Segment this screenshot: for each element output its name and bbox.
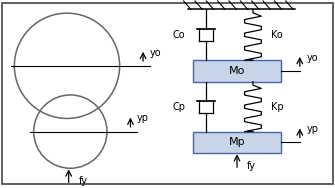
Text: Cp: Cp xyxy=(172,102,185,112)
Text: Mo: Mo xyxy=(229,66,245,76)
Text: Mp: Mp xyxy=(229,137,245,147)
Text: fy: fy xyxy=(79,176,88,186)
Text: yo: yo xyxy=(150,48,161,58)
Bar xyxy=(193,60,281,82)
Text: Co: Co xyxy=(173,30,185,40)
Text: yp: yp xyxy=(307,124,319,134)
Text: yp: yp xyxy=(137,113,149,124)
Text: Ko: Ko xyxy=(271,30,283,40)
Bar xyxy=(193,132,281,153)
Text: Kp: Kp xyxy=(271,102,284,112)
Text: fy: fy xyxy=(247,161,256,171)
Text: yo: yo xyxy=(307,53,318,63)
